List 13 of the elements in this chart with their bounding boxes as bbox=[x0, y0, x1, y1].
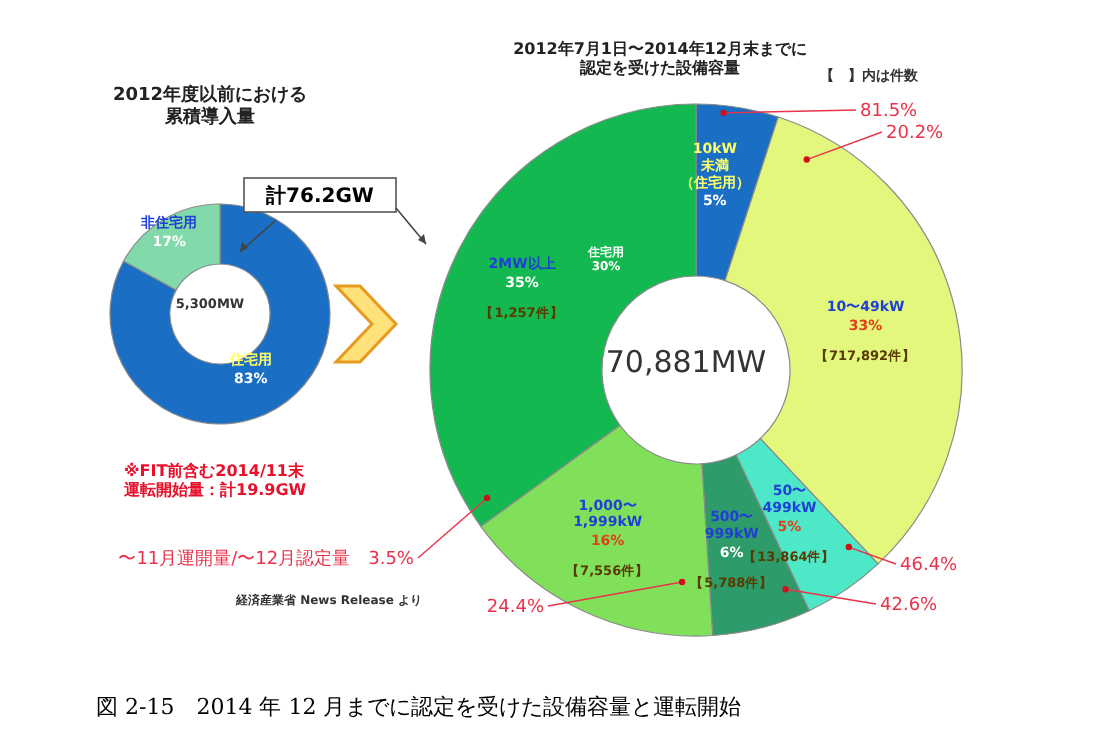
chart-title: 2012年7月1日〜2014年12月末までに認定を受けた設備容量 bbox=[513, 40, 807, 78]
text: 20.2% bbox=[886, 124, 944, 144]
text: 46.4% bbox=[900, 556, 958, 576]
text: ※FIT前含む2014/11末運転開始量：計19.9GW bbox=[122, 462, 307, 500]
text: 81.5% bbox=[860, 102, 918, 122]
donut-slice bbox=[109, 203, 331, 425]
text: 70,881MW bbox=[605, 344, 767, 380]
text: 42.6% bbox=[880, 596, 938, 616]
caption: 図 2-15 2014 年 12 月までに認定を受けた設備容量と運転開始 bbox=[96, 694, 742, 720]
text: 〜11月運開量/〜12月認定量 3.5% bbox=[118, 550, 414, 570]
text: 計76.2GW bbox=[264, 184, 374, 208]
text: 24.4% bbox=[486, 598, 544, 618]
chart-title: 2012年度以前における累積導入量 bbox=[112, 84, 308, 128]
